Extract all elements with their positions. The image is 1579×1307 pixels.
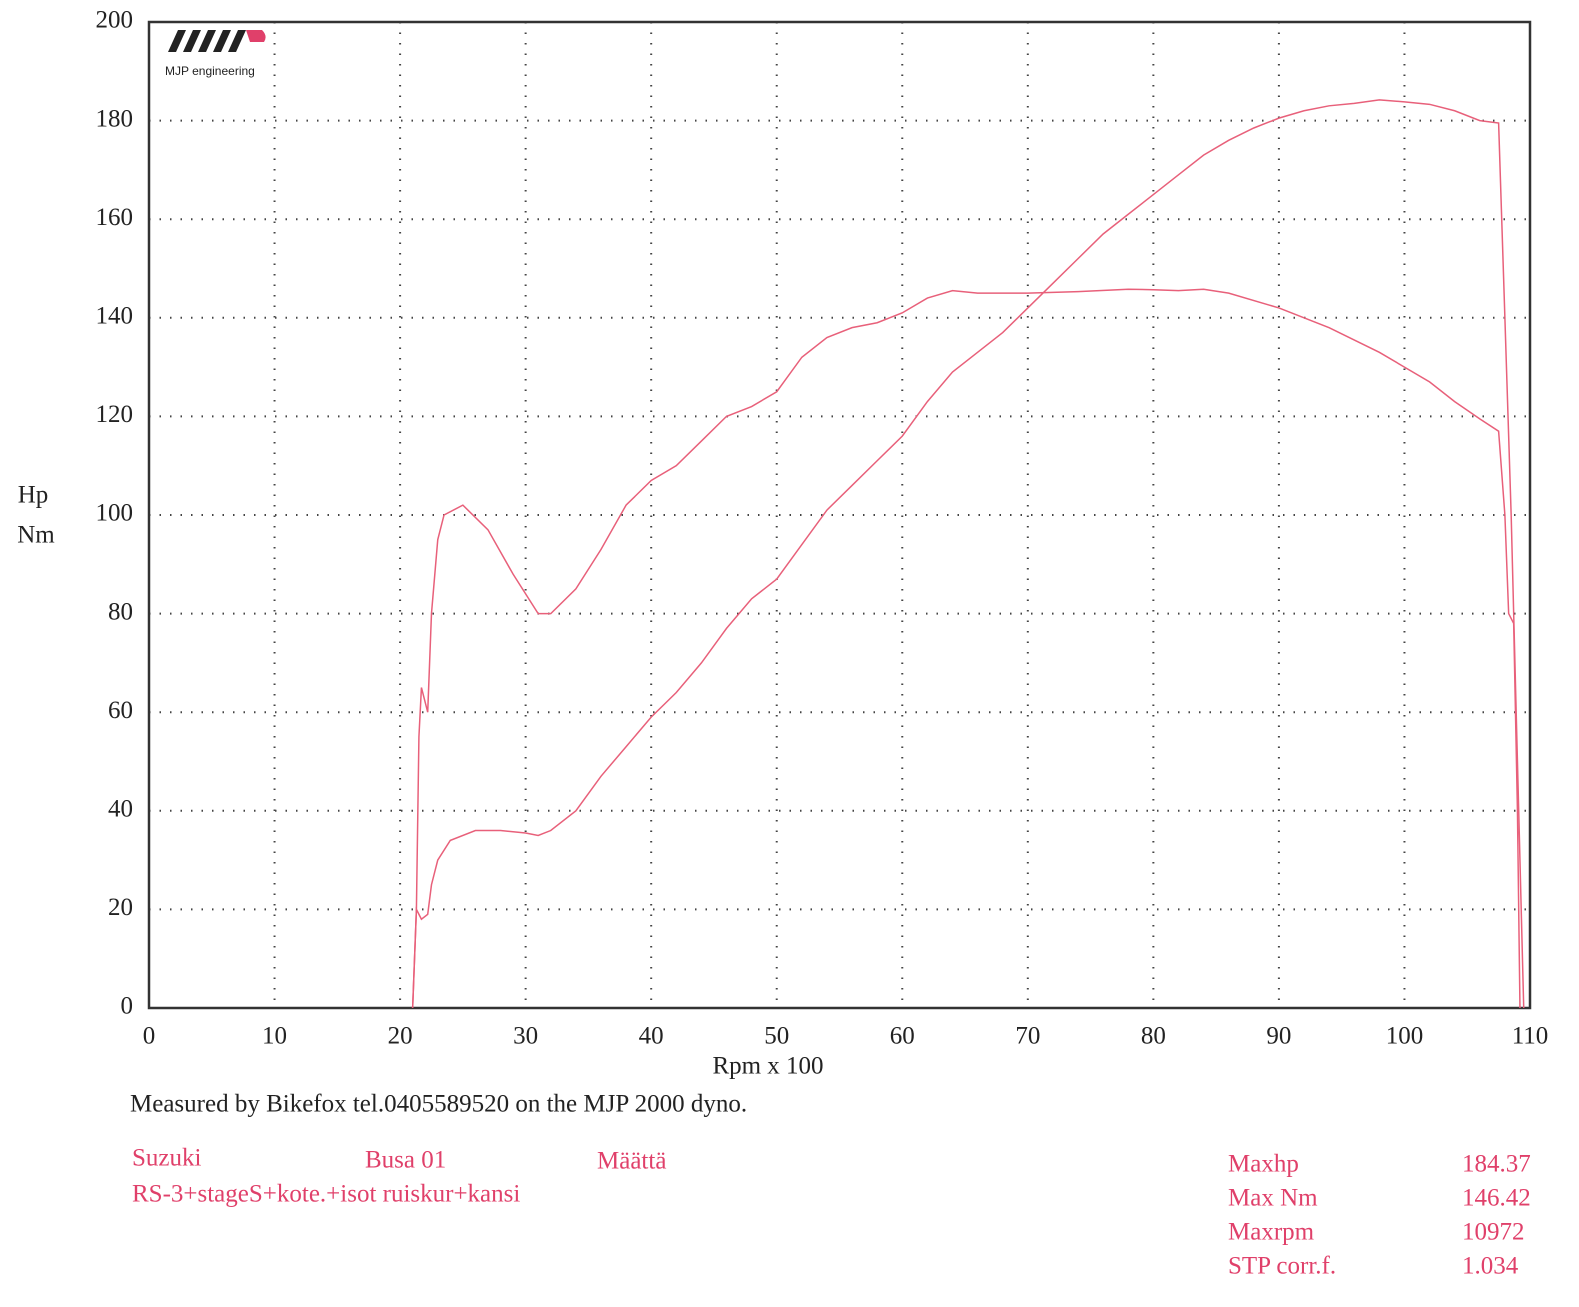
stat-label: Max Nm bbox=[1228, 1185, 1318, 1212]
y-tick-label: 60 bbox=[108, 697, 133, 724]
x-tick-label: 40 bbox=[639, 1023, 664, 1050]
x-tick-label: 90 bbox=[1266, 1023, 1291, 1050]
x-tick-label: 10 bbox=[262, 1023, 287, 1050]
stat-label: STP corr.f. bbox=[1228, 1253, 1336, 1280]
x-tick-label: 20 bbox=[388, 1023, 413, 1050]
y-tick-label: 180 bbox=[96, 105, 134, 132]
stat-label: Maxhp bbox=[1228, 1151, 1299, 1178]
y-tick-label: 40 bbox=[108, 796, 133, 823]
x-tick-label: 50 bbox=[764, 1023, 789, 1050]
y-axis-label: Hp bbox=[18, 482, 49, 509]
logo: MJP engineering bbox=[165, 30, 266, 78]
y-tick-label: 100 bbox=[96, 500, 134, 527]
x-tick-label: 30 bbox=[513, 1023, 538, 1050]
x-tick-label: 60 bbox=[890, 1023, 915, 1050]
model: Busa 01 bbox=[365, 1147, 446, 1174]
setup: RS-3+stageS+kote.+isot ruiskur+kansi bbox=[132, 1181, 520, 1208]
y-tick-label: 20 bbox=[108, 894, 133, 921]
stat-value: 1.034 bbox=[1462, 1253, 1519, 1280]
footer-note: Measured by Bikefox tel.0405589520 on th… bbox=[130, 1091, 747, 1118]
stat-value: 146.42 bbox=[1462, 1185, 1531, 1212]
curve bbox=[411, 99, 1525, 1009]
y-tick-label: 200 bbox=[96, 7, 134, 34]
logo-text: MJP engineering bbox=[165, 64, 255, 78]
x-tick-label: 110 bbox=[1512, 1023, 1549, 1050]
y-tick-label: 80 bbox=[108, 598, 133, 625]
stat-value: 10972 bbox=[1462, 1219, 1525, 1246]
y-tick-label: 160 bbox=[96, 204, 134, 231]
y-axis-label: Nm bbox=[17, 522, 55, 549]
x-axis-label: Rpm x 100 bbox=[712, 1053, 823, 1080]
owner: Määttä bbox=[597, 1148, 666, 1175]
x-tick-label: 80 bbox=[1141, 1023, 1166, 1050]
stat-value: 184.37 bbox=[1462, 1151, 1531, 1178]
x-tick-label: 70 bbox=[1015, 1023, 1040, 1050]
make: Suzuki bbox=[132, 1145, 202, 1172]
curve bbox=[411, 288, 1521, 1009]
stat-label: Maxrpm bbox=[1228, 1219, 1315, 1246]
y-tick-label: 140 bbox=[96, 303, 134, 330]
y-tick-label: 120 bbox=[96, 401, 134, 428]
y-tick-label: 0 bbox=[121, 993, 134, 1020]
x-tick-label: 0 bbox=[143, 1023, 156, 1050]
plot-frame bbox=[147, 20, 1532, 1010]
x-tick-label: 100 bbox=[1386, 1023, 1424, 1050]
